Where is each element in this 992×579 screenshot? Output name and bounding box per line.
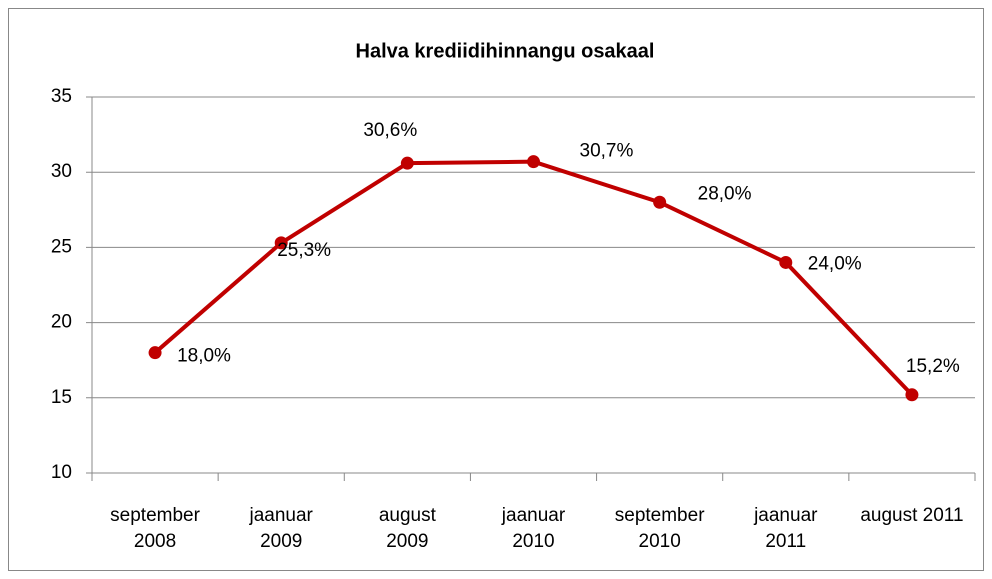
data-point bbox=[274, 236, 288, 250]
y-tick-label: 20 bbox=[51, 312, 72, 333]
x-tick-label: september 2008 bbox=[110, 505, 200, 552]
x-tick-label: august 2009 bbox=[378, 505, 436, 552]
chart-title: Halva krediidihinnangu osakaal bbox=[356, 40, 655, 62]
y-tick-label: 35 bbox=[51, 86, 72, 107]
y-tick-label: 25 bbox=[51, 236, 72, 257]
data-label: 18,0% bbox=[177, 346, 231, 367]
x-tick-label: august 2011 bbox=[860, 505, 964, 526]
x-tick-label: september 2010 bbox=[614, 505, 705, 552]
data-point bbox=[779, 255, 793, 269]
x-tick-label: jaanuar 2009 bbox=[249, 505, 313, 552]
y-tick-label: 10 bbox=[51, 462, 72, 483]
data-point bbox=[148, 346, 162, 360]
data-label: 15,2% bbox=[906, 356, 960, 377]
x-tick-label: jaanuar 2011 bbox=[754, 505, 818, 552]
data-point bbox=[400, 156, 414, 170]
data-label: 30,6% bbox=[363, 120, 417, 141]
y-tick-label: 30 bbox=[51, 161, 72, 182]
data-point bbox=[527, 155, 540, 169]
data-point bbox=[905, 388, 919, 402]
y-tick-label: 15 bbox=[51, 387, 72, 408]
data-label: 28,0% bbox=[698, 183, 752, 204]
data-point bbox=[653, 195, 667, 209]
data-label: 24,0% bbox=[808, 253, 862, 274]
chart-border bbox=[8, 8, 984, 571]
data-label: 30,7% bbox=[580, 141, 634, 162]
data-label: 25,3% bbox=[277, 240, 331, 261]
x-tick-label: jaanuar 2010 bbox=[501, 505, 566, 552]
